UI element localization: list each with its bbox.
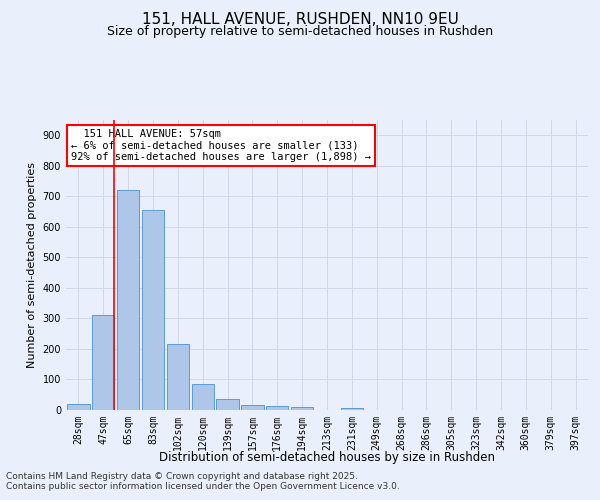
Bar bbox=[67, 404, 89, 410]
Bar bbox=[167, 344, 189, 410]
Bar bbox=[92, 316, 115, 410]
Text: Distribution of semi-detached houses by size in Rushden: Distribution of semi-detached houses by … bbox=[159, 451, 495, 464]
Bar bbox=[217, 400, 239, 410]
Bar bbox=[291, 407, 313, 410]
Bar bbox=[241, 406, 263, 410]
Bar bbox=[191, 384, 214, 410]
Text: Size of property relative to semi-detached houses in Rushden: Size of property relative to semi-detach… bbox=[107, 25, 493, 38]
Bar bbox=[142, 210, 164, 410]
Bar bbox=[266, 406, 289, 410]
Text: Contains HM Land Registry data © Crown copyright and database right 2025.: Contains HM Land Registry data © Crown c… bbox=[6, 472, 358, 481]
Text: 151, HALL AVENUE, RUSHDEN, NN10 9EU: 151, HALL AVENUE, RUSHDEN, NN10 9EU bbox=[142, 12, 458, 28]
Text: 151 HALL AVENUE: 57sqm
← 6% of semi-detached houses are smaller (133)
92% of sem: 151 HALL AVENUE: 57sqm ← 6% of semi-deta… bbox=[71, 128, 371, 162]
Bar bbox=[117, 190, 139, 410]
Text: Contains public sector information licensed under the Open Government Licence v3: Contains public sector information licen… bbox=[6, 482, 400, 491]
Bar bbox=[341, 408, 363, 410]
Y-axis label: Number of semi-detached properties: Number of semi-detached properties bbox=[27, 162, 37, 368]
